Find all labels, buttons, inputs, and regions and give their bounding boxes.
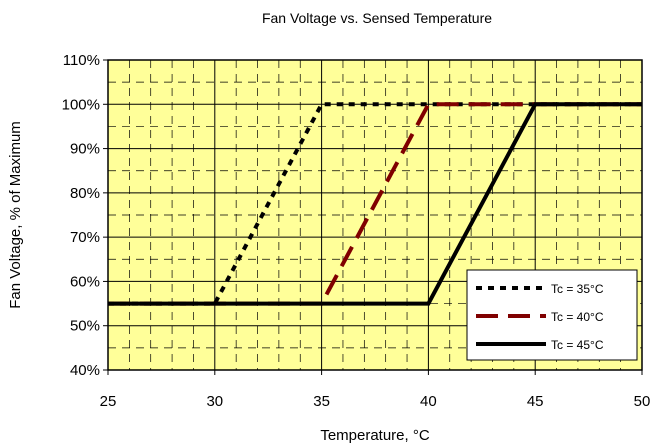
legend-label: Tc = 35°C — [551, 282, 604, 296]
y-tick-label: 90% — [70, 141, 100, 158]
legend-label: Tc = 45°C — [551, 338, 604, 352]
plot-border — [107, 59, 643, 371]
series-line-3 — [108, 102, 642, 306]
x-tick-label: 40 — [420, 393, 437, 410]
y-tick-label: 80% — [70, 185, 100, 202]
y-tick-label: 60% — [70, 273, 100, 290]
y-axis-title: Fan Voltage, % of Maximum — [7, 121, 24, 309]
y-tick-label: 100% — [62, 96, 100, 113]
x-tick-label: 25 — [100, 393, 117, 410]
x-tick-label: 30 — [206, 393, 223, 410]
x-tick-label: 50 — [634, 393, 651, 410]
chart-title: Fan Voltage vs. Sensed Temperature — [262, 10, 492, 26]
legend-label: Tc = 40°C — [551, 310, 604, 324]
y-tick-label: 40% — [70, 362, 100, 379]
x-tick-label: 35 — [313, 393, 330, 410]
y-tick-label: 50% — [70, 318, 100, 335]
grid — [107, 59, 643, 371]
series-layer — [108, 102, 642, 306]
x-axis-title: Temperature, °C — [320, 427, 430, 444]
y-tick-label: 110% — [63, 52, 100, 69]
x-axis: 25 30 35 40 45 50 — [100, 370, 651, 410]
legend: Tc = 35°C Tc = 40°C Tc = 45°C — [466, 269, 638, 361]
y-axis: 40% 50% 60% 70% 80% 90% 100% 110% — [62, 52, 108, 379]
x-tick-label: 45 — [527, 393, 544, 410]
y-tick-label: 70% — [70, 229, 100, 246]
